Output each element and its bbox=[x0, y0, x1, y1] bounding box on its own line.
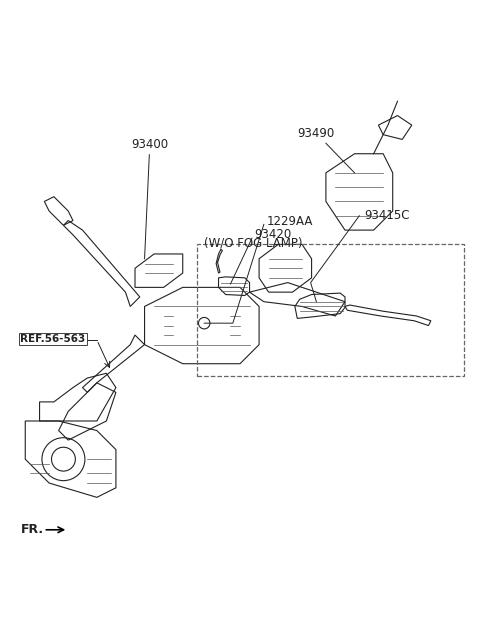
Text: REF.56-563: REF.56-563 bbox=[21, 334, 86, 344]
Text: 1229AA: 1229AA bbox=[266, 215, 312, 228]
Text: (W/O FOG LAMP): (W/O FOG LAMP) bbox=[204, 236, 303, 249]
Text: 93400: 93400 bbox=[131, 138, 168, 151]
Text: 93490: 93490 bbox=[298, 128, 335, 140]
Text: FR.: FR. bbox=[21, 523, 44, 535]
Text: 93420: 93420 bbox=[254, 228, 291, 241]
Text: 93415C: 93415C bbox=[364, 209, 409, 222]
Bar bbox=[197, 245, 464, 375]
